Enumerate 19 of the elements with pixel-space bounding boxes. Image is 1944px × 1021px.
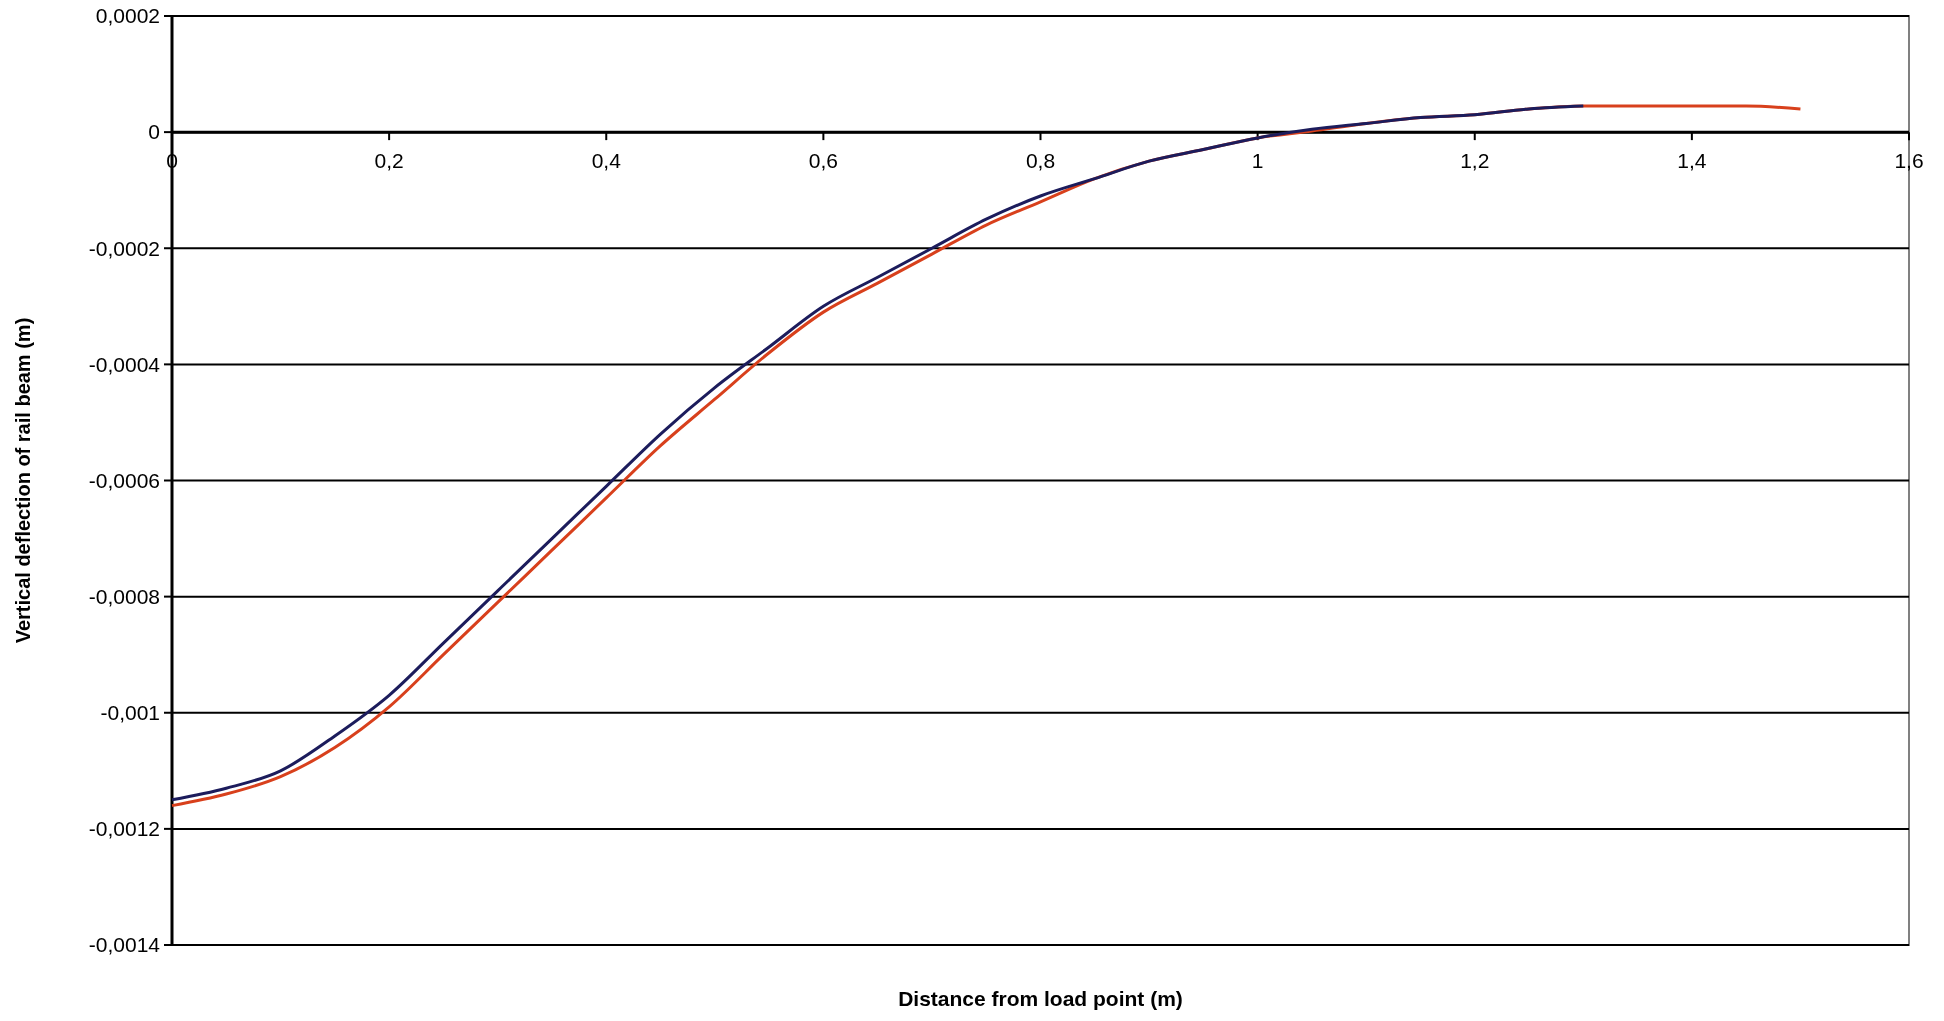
x-tick-label: 0,6 bbox=[808, 149, 838, 173]
y-tick-label: 0,0002 bbox=[95, 4, 160, 28]
x-tick-label: 0,2 bbox=[374, 149, 404, 173]
x-tick-label: 1,2 bbox=[1460, 149, 1490, 173]
y-tick-label: -0,001 bbox=[100, 701, 160, 725]
y-tick-label: -0,0002 bbox=[88, 236, 160, 260]
y-tick-label: -0,0006 bbox=[88, 468, 160, 492]
x-tick-label: 1,6 bbox=[1894, 149, 1924, 173]
y-tick-label: -0,0012 bbox=[88, 817, 160, 841]
y-tick-label: 0 bbox=[148, 120, 160, 144]
y-tick-label: -0,0008 bbox=[88, 584, 160, 608]
y-axis-title: Vertical deflection of rail beam (m) bbox=[12, 317, 34, 644]
y-tick-label: -0,0014 bbox=[88, 933, 161, 957]
x-tick-label: 0,8 bbox=[1025, 149, 1056, 173]
x-tick-label: 1,4 bbox=[1677, 149, 1707, 173]
x-tick-label: 0,4 bbox=[591, 149, 622, 173]
y-tick-label: -0,0004 bbox=[88, 352, 161, 376]
x-axis-title: Distance from load point (m) bbox=[898, 987, 1183, 1010]
x-tick-label: 1 bbox=[1251, 149, 1264, 173]
